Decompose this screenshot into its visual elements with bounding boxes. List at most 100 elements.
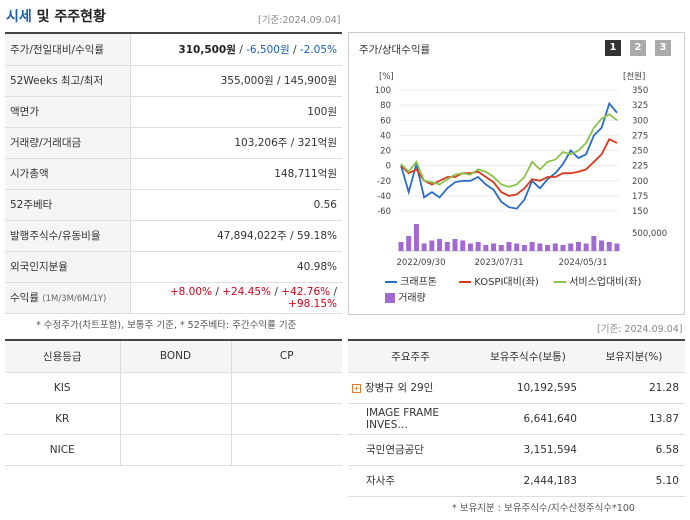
- chart-panel: 주가/상대수익률 1 2 3 [%] [천원] 100 80 60 40 20 0 -20 -40…: [348, 32, 685, 315]
- volume-bar: [552, 243, 558, 251]
- volume-bar: [429, 240, 435, 251]
- holder-row: 자사주 2,444,183 5.10: [348, 465, 685, 497]
- y-right-tick-label: 300: [632, 116, 648, 126]
- volume-bar: [545, 245, 551, 251]
- holder-name[interactable]: + 장병규 외 29인: [348, 372, 473, 404]
- w52-label: 52Weeks 최고/최저: [5, 65, 131, 97]
- foreign-row: 외국인지분율 40.98%: [5, 251, 342, 283]
- x-tick-label: 2024/05/31: [559, 258, 608, 268]
- chart-page-1-button[interactable]: 1: [605, 40, 621, 56]
- volume-bar: [521, 245, 527, 251]
- holder-pct: 5.10: [583, 465, 685, 497]
- legend-item-s2: KOSPI대비(좌): [459, 273, 539, 288]
- credit-bond-cell: [120, 434, 232, 466]
- holders-header-pct: 보유지분(%): [583, 340, 685, 373]
- legend-item-s4: 거래량: [385, 289, 426, 304]
- holder-name: 국민연금공단: [348, 434, 473, 466]
- volume-bar: [475, 242, 481, 251]
- series-line-1: [400, 101, 618, 210]
- shares-label: 발행주식수/유동비율: [5, 220, 131, 252]
- price-change: -6,500원: [246, 43, 290, 56]
- summary-note: * 수정주가(차트포함), 보통주 기준, * 52주베타: 주간수익률 기준: [36, 320, 297, 331]
- legend-swatch-s3: [554, 281, 566, 283]
- credit-rating-table: 신용등급 BOND CP KIS KR NICE: [5, 339, 342, 466]
- holder-shares: 2,444,183: [473, 465, 583, 497]
- series-line-2: [400, 138, 618, 197]
- volume-bar: [398, 242, 404, 251]
- holder-name: IMAGE FRAME INVES…: [348, 403, 473, 435]
- y-left-tick-label: -60: [377, 207, 391, 217]
- y-left-tick-label: 60: [380, 116, 391, 126]
- y-right-tick-label: 150: [632, 207, 648, 217]
- series-line-3: [400, 113, 618, 188]
- volume-bar: [421, 243, 427, 251]
- legend-item-s3: 서비스업대비(좌): [554, 273, 641, 288]
- holder-pct: 13.87: [583, 403, 685, 435]
- return-values: +8.00% / +24.45% / +42.76% / +98.15%: [130, 282, 342, 314]
- x-tick-label: 2023/07/31: [475, 258, 524, 268]
- volume-bar: [452, 239, 458, 251]
- shareholders-table: 주요주주 보유주식수(보통) 보유지분(%) + 장병규 외 29인 10,192…: [348, 339, 685, 497]
- y-left-tick-label: 100: [375, 86, 391, 96]
- credit-header-cp: CP: [231, 340, 342, 373]
- volume-label: 거래량/거래대금: [5, 127, 131, 159]
- y-left-tick-label: -20: [377, 177, 391, 187]
- section-title-rest: 및 주주현황: [31, 9, 106, 25]
- volume-bar: [460, 240, 466, 251]
- y-right-tick-label: 350: [632, 86, 648, 96]
- price-change-pct: -2.05%: [299, 43, 337, 56]
- credit-agency: KR: [5, 403, 121, 435]
- holder-shares: 6,641,640: [473, 403, 583, 435]
- chart-page-3-button[interactable]: 3: [655, 40, 671, 56]
- beta-row: 52주베타 0.56: [5, 189, 342, 221]
- y-right-tick-label: 275: [632, 131, 648, 141]
- price-chart: [%] [천원]100806040200-20-40-60350325300275…: [375, 71, 667, 268]
- legend-swatch-s2: [459, 281, 471, 283]
- volume-bar: [560, 245, 566, 251]
- return-1y: +98.15%: [288, 297, 337, 310]
- credit-cp-cell: [231, 434, 342, 466]
- price-row: 주가/전일대비/수익률 310,500원 / -6,500원 / -2.05%: [5, 34, 342, 66]
- mcap-row: 시가총액 148,711억원: [5, 158, 342, 190]
- w52-row: 52Weeks 최고/최저 355,000원 / 145,900원: [5, 65, 342, 97]
- legend-swatch-s4: [385, 293, 395, 303]
- holders-header-row: 주요주주 보유주식수(보통) 보유지분(%): [348, 340, 685, 373]
- return-label: 수익률 (1M/3M/6M/1Y): [5, 282, 131, 314]
- par-value: 100원: [130, 96, 342, 128]
- volume-tick-label: 500,000: [632, 229, 667, 239]
- credit-cp-cell: [231, 372, 342, 404]
- mcap-label: 시가총액: [5, 158, 131, 190]
- right-axis-unit: [천원]: [623, 71, 645, 82]
- credit-header-row: 신용등급 BOND CP: [5, 340, 342, 373]
- y-left-tick-label: 0: [386, 162, 391, 172]
- volume-bar: [483, 245, 489, 251]
- legend-label-s4: 거래량: [398, 293, 426, 304]
- volume-bar: [467, 243, 473, 251]
- credit-bond-cell: [120, 372, 232, 404]
- holder-shares: 3,151,594: [473, 434, 583, 466]
- holder-shares: 10,192,595: [473, 372, 583, 404]
- legend-label-s3: 서비스업대비(좌): [569, 277, 642, 288]
- y-right-tick-label: 200: [632, 177, 648, 187]
- credit-row: NICE: [5, 434, 342, 466]
- y-right-tick-label: 250: [632, 147, 648, 157]
- volume-bar: [491, 243, 497, 251]
- return-label-text: 수익률: [10, 292, 39, 304]
- y-left-tick-label: 20: [380, 147, 391, 157]
- expand-plus-icon[interactable]: +: [352, 384, 361, 393]
- holder-row[interactable]: + 장병규 외 29인 10,192,595 21.28: [348, 372, 685, 404]
- legend-item-s1: 크래프톤: [385, 273, 437, 288]
- return-row: 수익률 (1M/3M/6M/1Y) +8.00% / +24.45% / +42…: [5, 282, 342, 314]
- holders-header-shares: 보유주식수(보통): [473, 340, 583, 373]
- y-right-tick-label: 175: [632, 192, 648, 202]
- y-left-tick-label: -40: [377, 192, 391, 202]
- credit-row: KIS: [5, 372, 342, 404]
- chart-page-2-button[interactable]: 2: [630, 40, 646, 56]
- foreign-value: 40.98%: [130, 251, 342, 283]
- legend-label-s1: 크래프톤: [400, 277, 437, 288]
- credit-header-bond: BOND: [120, 340, 232, 373]
- holders-reference-date: [기준: 2024.09.04]: [597, 324, 683, 335]
- volume-bar: [529, 242, 535, 251]
- volume-bar: [591, 236, 597, 251]
- par-row: 액면가 100원: [5, 96, 342, 128]
